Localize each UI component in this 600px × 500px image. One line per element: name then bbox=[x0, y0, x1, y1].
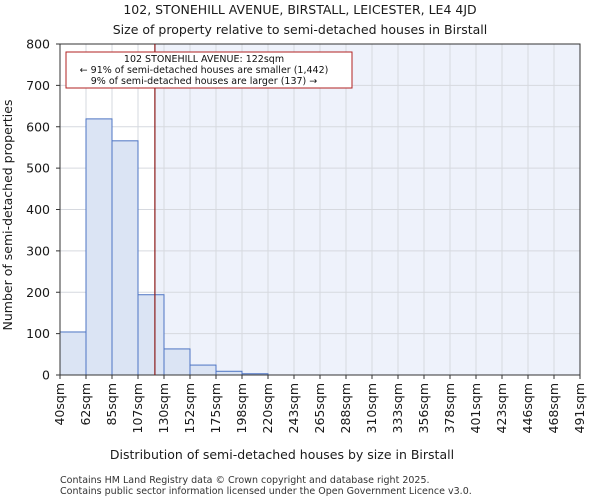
chart-subtitle: Size of property relative to semi-detach… bbox=[113, 22, 487, 37]
histogram-bar-85sqm bbox=[111, 140, 139, 376]
y-axis-ticks: 0 100 200 300 400 500 600 700 800 bbox=[26, 37, 60, 383]
histogram-bar-130sqm bbox=[163, 348, 191, 376]
x-tick-label-333sqm: 333sqm bbox=[390, 383, 405, 433]
y-tick-label: 700 bbox=[26, 78, 50, 93]
x-tick-label-85sqm: 85sqm bbox=[104, 383, 119, 426]
x-tick-label-423sqm: 423sqm bbox=[494, 383, 509, 433]
y-tick-label: 300 bbox=[26, 243, 50, 258]
annotation-line-2: ← 91% of semi-detached houses are smalle… bbox=[80, 65, 329, 76]
y-tick-label: 0 bbox=[42, 368, 50, 383]
bars bbox=[59, 118, 269, 376]
chart-title-address: 102, STONEHILL AVENUE, BIRSTALL, LEICEST… bbox=[123, 2, 476, 17]
x-tick-label-62sqm: 62sqm bbox=[78, 383, 93, 426]
x-tick-label-356sqm: 356sqm bbox=[416, 383, 431, 433]
x-axis-ticks: 40sqm 62sqm 85sqm 107sqm 130sqm 152sqm 175sqm 1… bbox=[52, 375, 587, 433]
x-tick-label-265sqm: 265sqm bbox=[312, 383, 327, 433]
x-tick-label-220sqm: 220sqm bbox=[260, 383, 275, 433]
x-axis-label: Distribution of semi-detached houses by … bbox=[110, 447, 454, 462]
footer-licence: Contains public sector information licen… bbox=[60, 486, 472, 497]
histogram-bar-175sqm bbox=[215, 370, 243, 376]
y-tick-label: 600 bbox=[26, 119, 50, 134]
y-tick-label: 400 bbox=[26, 202, 50, 217]
footer-copyright: Contains HM Land Registry data © Crown c… bbox=[60, 475, 430, 486]
y-tick-label: 500 bbox=[26, 161, 50, 176]
x-tick-label-152sqm: 152sqm bbox=[182, 383, 197, 433]
y-tick-label: 800 bbox=[26, 37, 50, 52]
x-tick-label-446sqm: 446sqm bbox=[520, 383, 535, 433]
x-tick-label-243sqm: 243sqm bbox=[286, 383, 301, 433]
x-tick-label-378sqm: 378sqm bbox=[442, 383, 457, 433]
histogram-bar-152sqm bbox=[189, 364, 217, 376]
x-tick-label-130sqm: 130sqm bbox=[156, 383, 171, 433]
x-tick-label-468sqm: 468sqm bbox=[546, 383, 561, 433]
annotation-line-3: 9% of semi-detached houses are larger (1… bbox=[91, 76, 318, 87]
y-axis-label: Number of semi-detached properties bbox=[0, 100, 15, 331]
x-tick-label-40sqm: 40sqm bbox=[52, 383, 67, 426]
annotation-line-1: 102 STONEHILL AVENUE: 122sqm bbox=[124, 54, 284, 65]
x-tick-label-288sqm: 288sqm bbox=[338, 383, 353, 433]
x-tick-label-175sqm: 175sqm bbox=[208, 383, 223, 433]
y-tick-label: 100 bbox=[26, 326, 50, 341]
histogram-bar-40sqm bbox=[59, 331, 87, 376]
x-tick-label-310sqm: 310sqm bbox=[364, 383, 379, 433]
histogram-bar-107sqm bbox=[137, 294, 165, 376]
annotation-border bbox=[65, 51, 353, 89]
x-tick-label-491sqm: 491sqm bbox=[572, 383, 587, 433]
annotation-box: 102 STONEHILL AVENUE: 122sqm ← 91% of se… bbox=[65, 51, 353, 89]
histogram-bar-62sqm bbox=[85, 118, 113, 376]
x-tick-label-401sqm: 401sqm bbox=[468, 383, 483, 433]
x-tick-label-198sqm: 198sqm bbox=[234, 383, 249, 433]
x-tick-label-107sqm: 107sqm bbox=[130, 383, 145, 433]
y-tick-label: 200 bbox=[26, 285, 50, 300]
